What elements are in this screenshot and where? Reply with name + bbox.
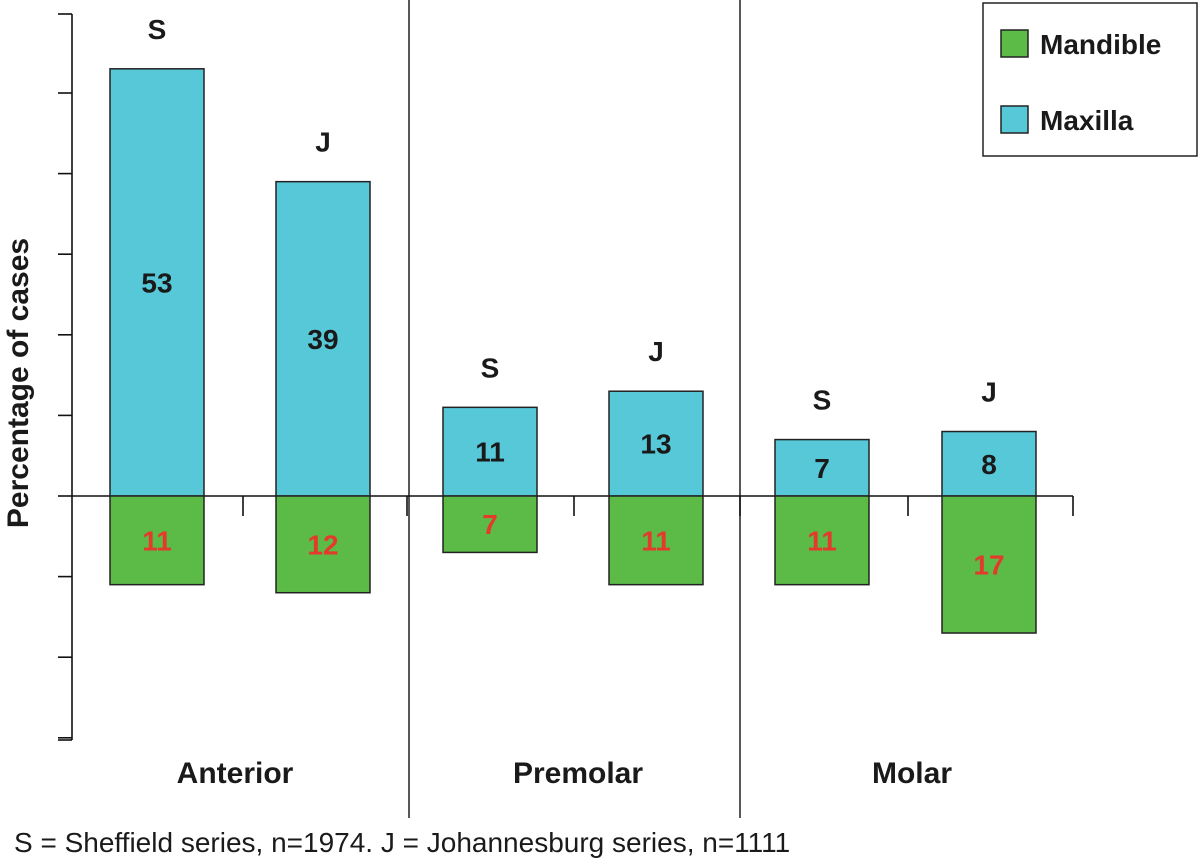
data-label-mandible: 11 (142, 525, 172, 556)
bar-mandible (275, 495, 371, 594)
x-tick-label: Anterior (177, 757, 294, 790)
series-letter-label: J (981, 377, 997, 408)
data-label-maxilla: 8 (981, 449, 997, 480)
bars (109, 68, 1037, 634)
bar-maxilla (442, 406, 538, 497)
legend-swatch-mandible (1000, 29, 1029, 58)
bar-mandible (442, 495, 538, 554)
legend-label-mandible: Mandible (1040, 29, 1161, 60)
axes (58, 0, 1074, 818)
labels: 53 11 S 39 12 J 11 7 S 13 11 J 7 11 S 8 17 J Anterior Premo… (141, 14, 1004, 790)
data-label-mandible: 11 (807, 525, 837, 556)
x-tick-label: Molar (872, 757, 952, 790)
series-letter-label: S (481, 352, 500, 383)
series-letter-label: S (813, 385, 832, 416)
data-label-maxilla: 11 (475, 437, 505, 468)
legend-label-maxilla: Maxilla (1040, 105, 1134, 136)
data-label-mandible: 12 (307, 529, 338, 560)
data-label-maxilla: 7 (814, 453, 830, 484)
data-label-maxilla: 39 (307, 324, 338, 355)
series-letter-label: J (648, 336, 664, 367)
data-label-mandible: 11 (641, 525, 671, 556)
data-label-mandible: 17 (973, 550, 1004, 581)
legend: Mandible Maxilla (982, 2, 1198, 157)
series-letter-label: J (315, 127, 331, 158)
y-axis-label: Percentage of cases (2, 238, 35, 528)
data-label-maxilla: 53 (141, 267, 172, 298)
bar-mandible (109, 495, 205, 586)
bar-maxilla (608, 390, 704, 497)
bar-maxilla (275, 180, 371, 497)
bar-mandible (774, 495, 870, 586)
bar-mandible (941, 495, 1037, 634)
legend-swatch-maxilla (1000, 105, 1029, 134)
bar-mandible (608, 495, 704, 586)
series-letter-label: S (148, 14, 167, 45)
data-label-maxilla: 13 (640, 429, 671, 460)
data-label-mandible: 7 (482, 509, 498, 540)
bar-maxilla (941, 430, 1037, 497)
bar-maxilla (109, 68, 205, 497)
caption: S = Sheffield series, n=1974. J = Johann… (14, 827, 790, 858)
x-tick-label: Premolar (513, 757, 643, 790)
